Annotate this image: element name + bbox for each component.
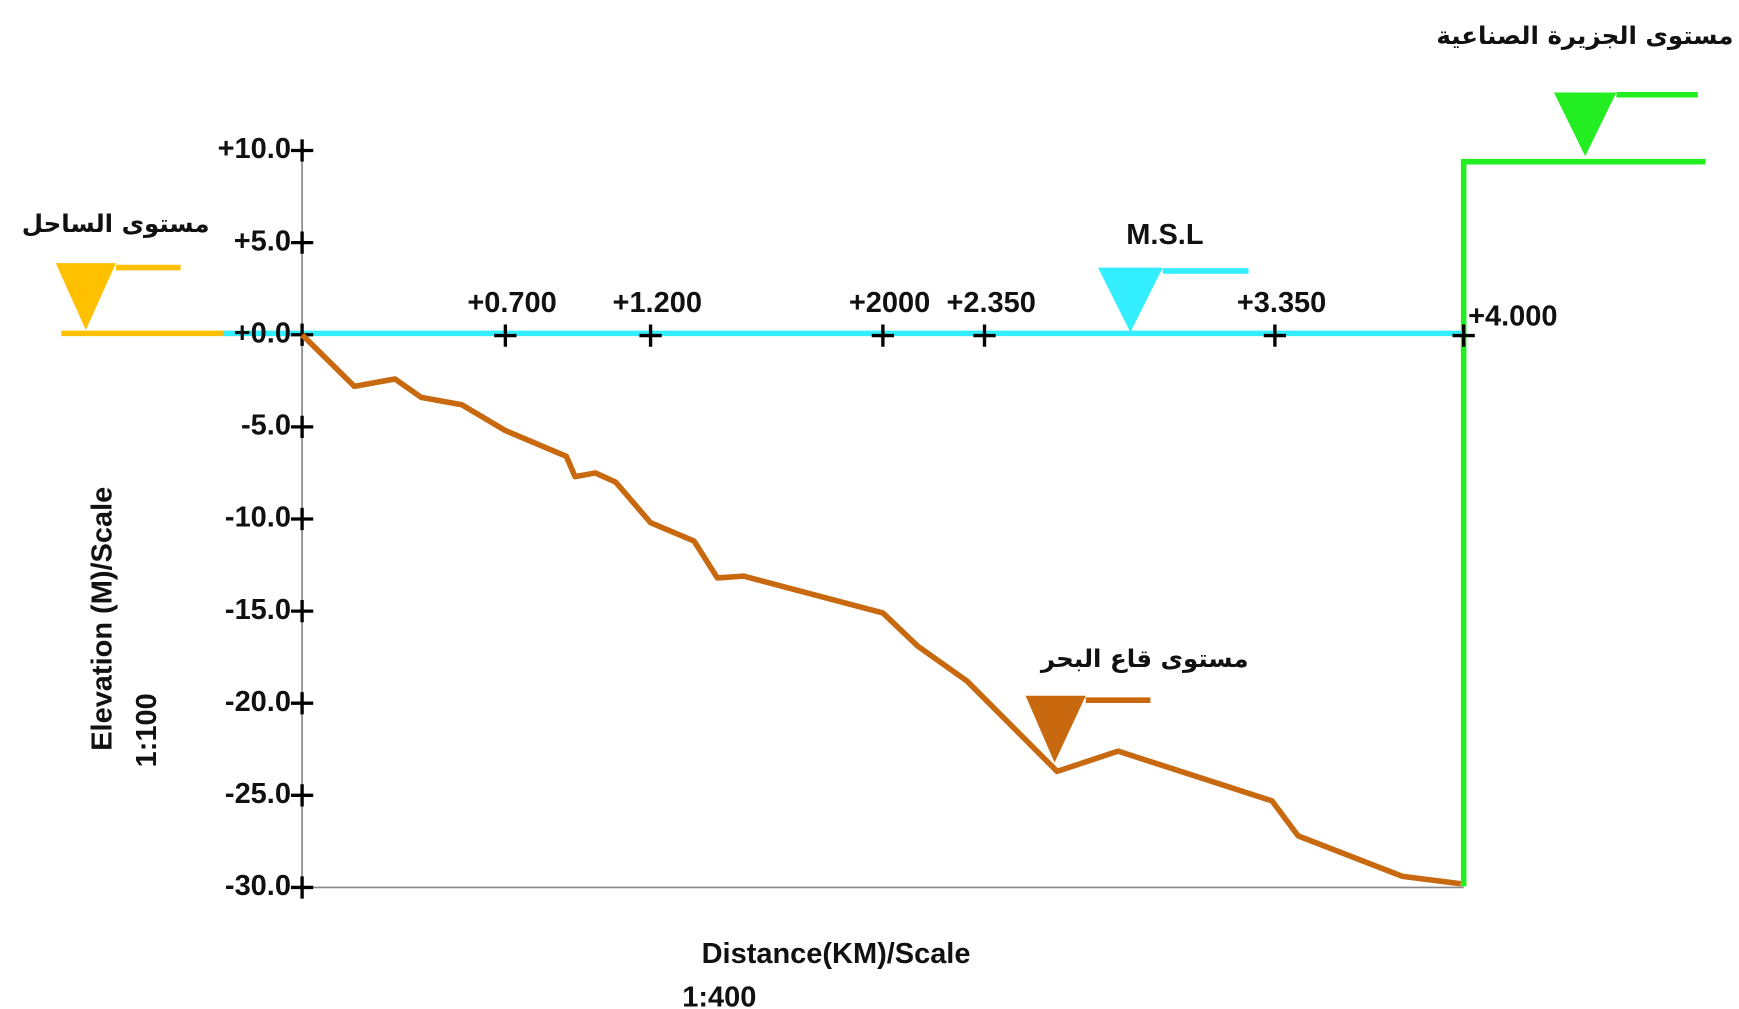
y-tick-mark	[290, 876, 314, 899]
y-tick-label: +10.0	[218, 133, 291, 165]
y-axis-scale: 1:100	[131, 693, 163, 767]
x-tick-mark	[973, 324, 996, 347]
y-tick-mark	[290, 231, 314, 254]
x-tick-label: +2000	[849, 287, 930, 319]
msl-label: M.S.L	[1126, 219, 1203, 251]
coast-label: مستوى الساحل	[22, 209, 210, 238]
y-tick-label: -20.0	[225, 686, 291, 718]
x-tick-mark	[1263, 324, 1287, 347]
coast-marker	[55, 263, 116, 331]
y-tick-label: -25.0	[225, 778, 291, 810]
y-tick-mark	[290, 139, 314, 162]
seabed-label: مستوى قاع البحر	[1039, 644, 1249, 673]
x-tick-mark	[871, 324, 895, 347]
x-axis-scale: 1:400	[682, 982, 756, 1009]
seabed-marker	[1025, 695, 1086, 763]
msl-marker	[1098, 267, 1163, 333]
y-tick-label: -5.0	[241, 410, 291, 442]
x-tick-label: +1.200	[613, 287, 702, 319]
x-axis-label: Distance(KM)/Scale	[702, 938, 971, 970]
x-tick-mark	[494, 324, 517, 347]
island-wall	[1460, 158, 1706, 887]
x-tick-label: +3.350	[1237, 287, 1326, 319]
y-tick-label: -30.0	[225, 870, 291, 902]
y-tick-mark	[290, 599, 314, 623]
y-axis-label: Elevation (M)/Scale	[86, 487, 118, 751]
seabed-line	[300, 332, 1462, 887]
island-marker	[1553, 92, 1617, 157]
y-tick-label: +0.0	[234, 317, 291, 349]
x-tick-label: +2.350	[946, 287, 1035, 319]
x-tick-label: +0.700	[467, 287, 556, 319]
y-tick-mark	[290, 692, 314, 715]
x-tick-mark	[1452, 324, 1475, 347]
y-tick-label: -15.0	[225, 594, 291, 626]
y-tick-mark	[290, 415, 314, 439]
y-tick-mark	[290, 784, 314, 807]
island-label: مستوى الجزيرة الصناعية	[1436, 21, 1733, 50]
x-tick-label: +4.000	[1468, 300, 1557, 332]
y-tick-mark	[290, 507, 314, 531]
y-tick-label: +5.0	[234, 225, 291, 257]
y-tick-label: -10.0	[225, 502, 291, 534]
x-tick-mark	[639, 324, 662, 347]
